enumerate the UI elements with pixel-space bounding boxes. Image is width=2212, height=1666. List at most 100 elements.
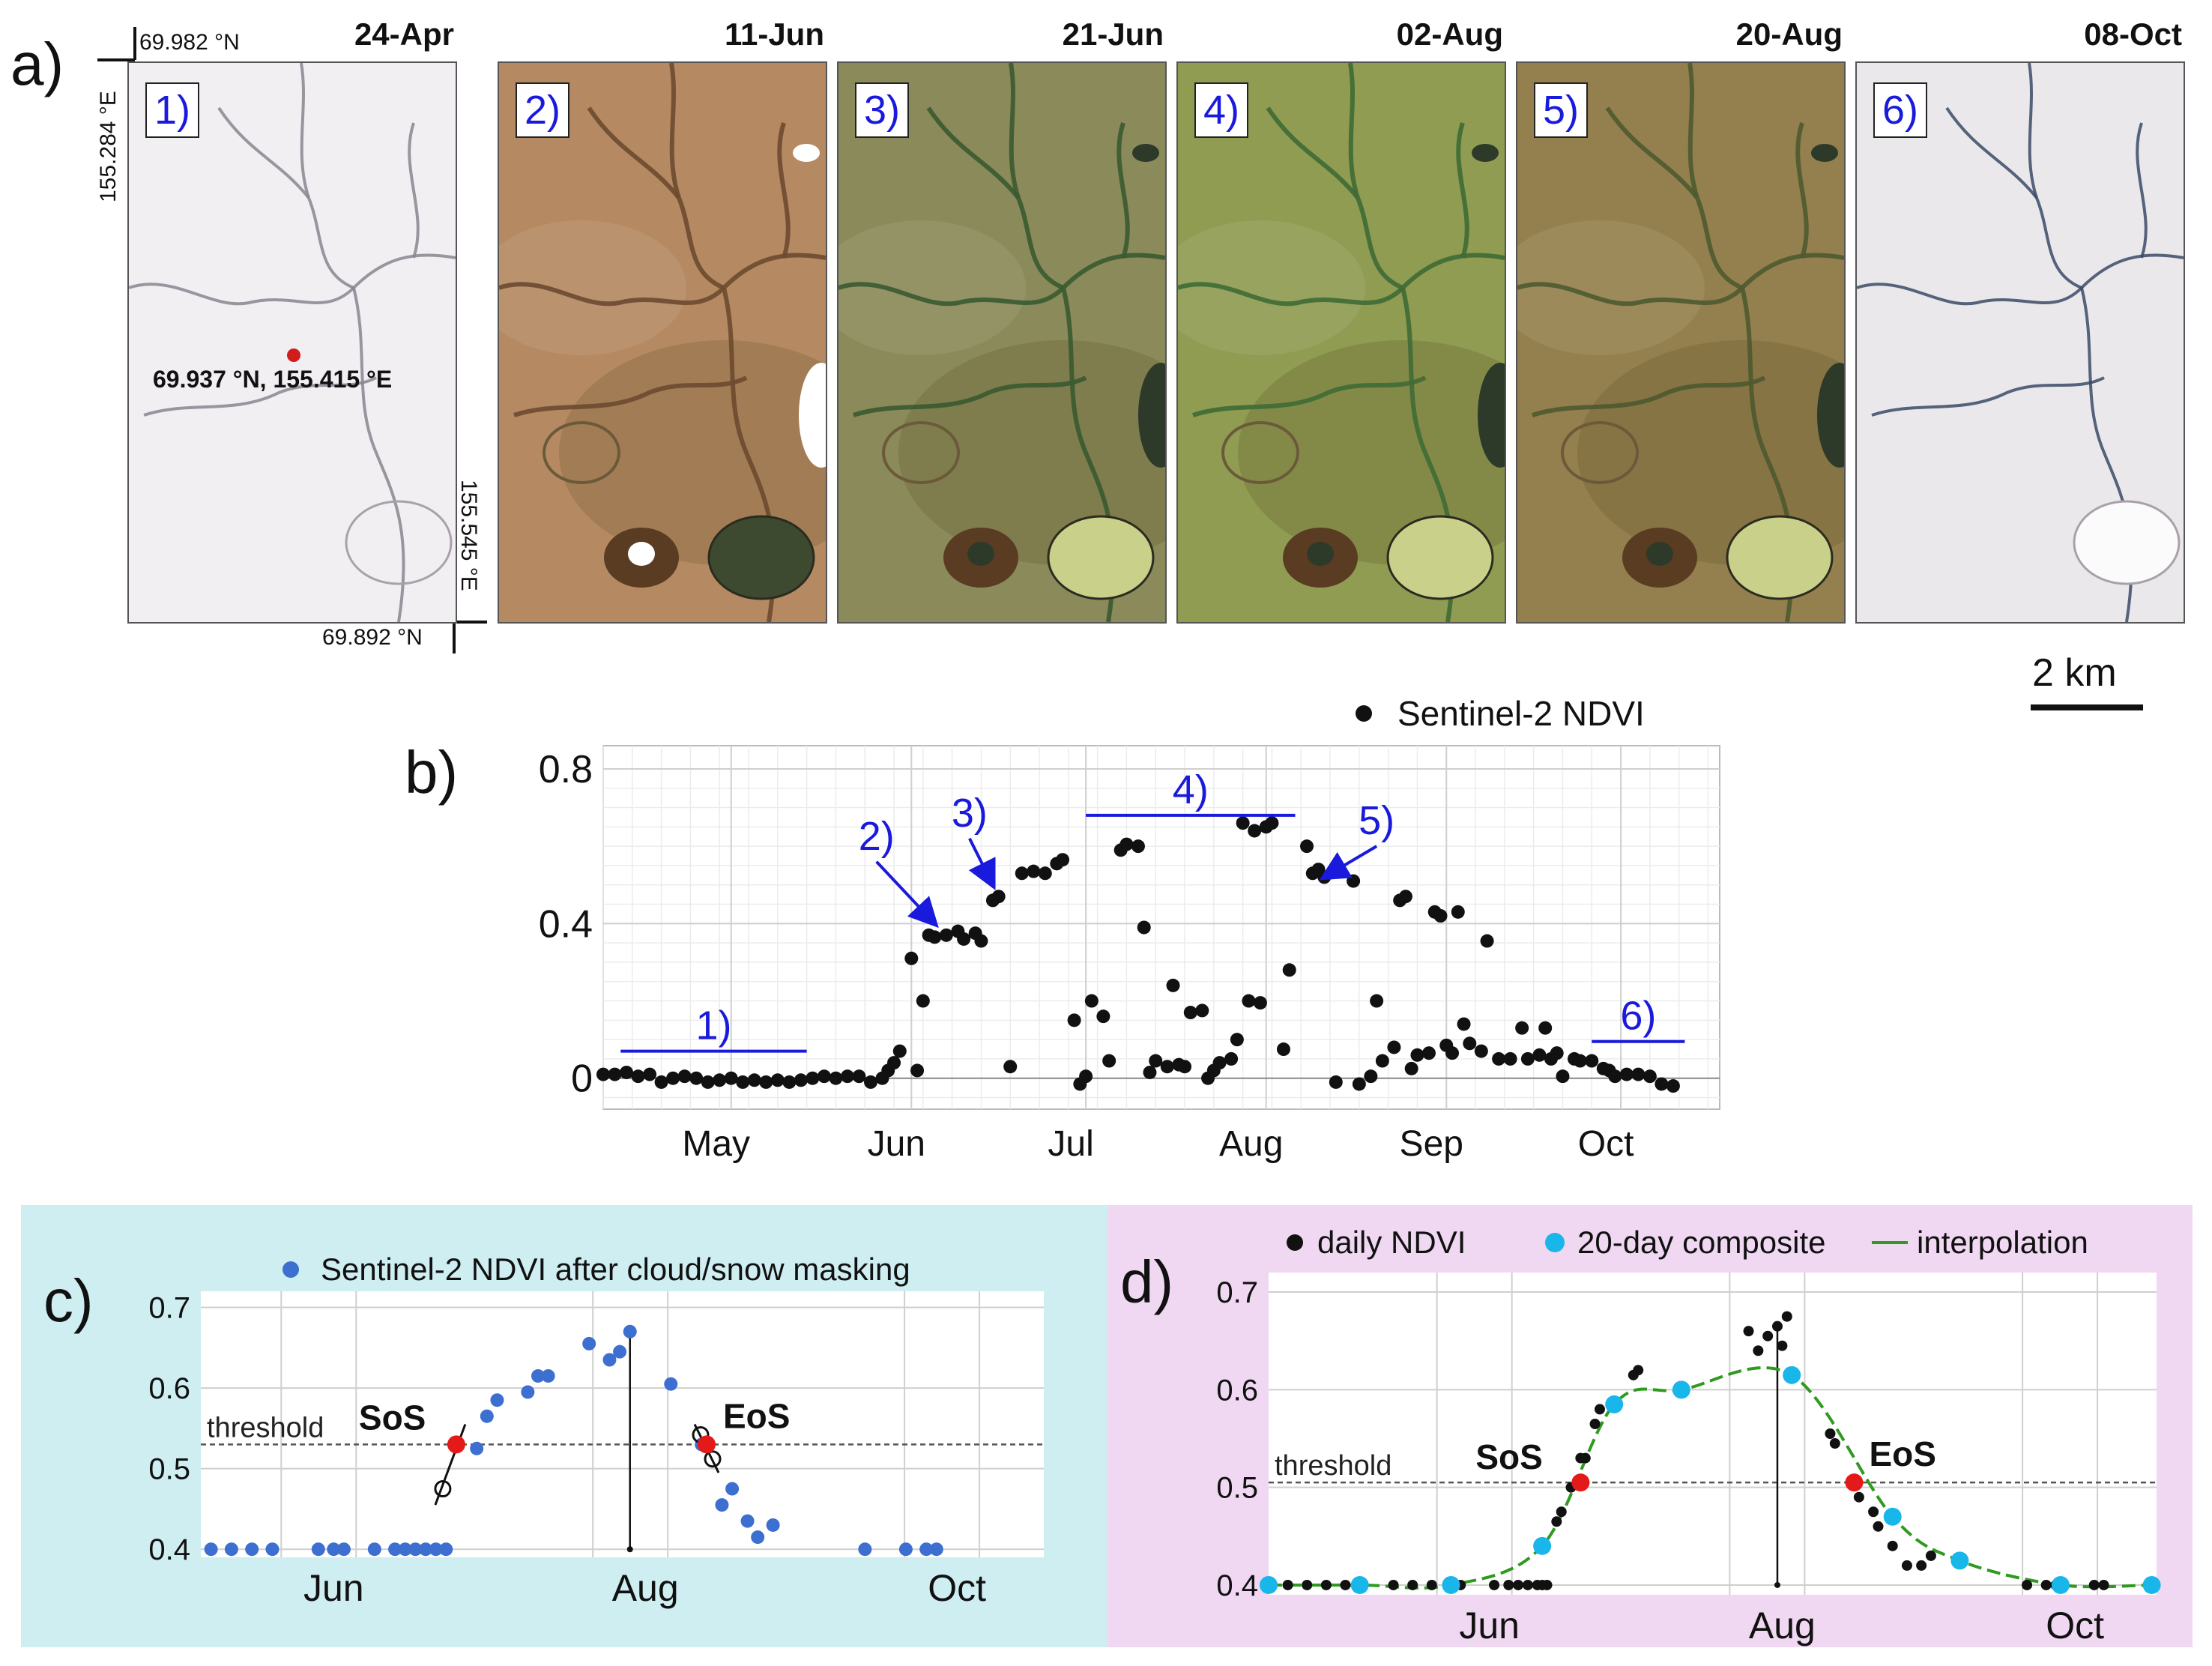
daily-ndvi-point xyxy=(1771,1321,1783,1332)
lake xyxy=(2073,500,2181,585)
daily-ndvi-point xyxy=(1503,1579,1514,1590)
ndvi-point xyxy=(747,1073,761,1087)
legend-marker xyxy=(282,1261,299,1278)
ndvi-point xyxy=(887,1056,901,1070)
ndvi-point xyxy=(1463,1036,1477,1051)
ndvi-point xyxy=(892,1044,907,1058)
daily-ndvi-point xyxy=(1522,1579,1533,1590)
y-tick-label: 0.8 xyxy=(539,748,593,791)
ndvi-point xyxy=(1149,1054,1163,1068)
daily-ndvi-point xyxy=(1541,1579,1553,1590)
daily-ndvi-point xyxy=(1829,1438,1840,1449)
masked-ndvi-point xyxy=(336,1542,351,1557)
y-tick-label: 0.4 xyxy=(148,1533,190,1566)
pond-rim xyxy=(1561,421,1639,484)
daily-ndvi-point xyxy=(1589,1418,1601,1429)
y-tick-label: 0.7 xyxy=(1216,1276,1258,1309)
daily-ndvi-point xyxy=(1580,1452,1591,1464)
drainage-channel xyxy=(2136,122,2148,259)
masked-ndvi-point xyxy=(613,1344,627,1359)
daily-ndvi-point xyxy=(1753,1345,1764,1356)
ndvi-point xyxy=(1550,1046,1564,1060)
x-tick-label: Jun xyxy=(303,1567,364,1609)
ndvi-point xyxy=(689,1071,704,1085)
masked-ndvi-point xyxy=(858,1542,872,1557)
masked-ndvi-point xyxy=(429,1542,443,1557)
panel-b-label: b) xyxy=(405,739,459,806)
terrain-patch xyxy=(1238,340,1505,565)
tile-landscape xyxy=(1517,63,1844,622)
masked-ndvi-point xyxy=(311,1542,325,1557)
drainage-channel xyxy=(143,376,377,417)
pond-rim xyxy=(1221,421,1299,484)
satellite-tile-4: 4) xyxy=(1176,61,1506,624)
sos-marker xyxy=(447,1435,465,1454)
lake xyxy=(1726,515,1834,600)
tile-landscape xyxy=(129,63,456,622)
tile-date-label: 24-Apr xyxy=(354,16,454,52)
masked-ndvi-point xyxy=(204,1542,218,1557)
masked-ndvi-point xyxy=(582,1336,596,1350)
ndvi-point xyxy=(1248,824,1262,838)
tile-landscape xyxy=(1178,63,1505,622)
ndvi-point xyxy=(1038,866,1052,881)
satellite-tile-2: 2) xyxy=(498,61,827,624)
ndvi-point xyxy=(724,1071,738,1085)
masked-ndvi-point xyxy=(408,1542,423,1557)
ndvi-point xyxy=(759,1075,773,1089)
ndvi-point xyxy=(654,1075,668,1089)
masked-ndvi-point xyxy=(766,1518,780,1532)
ndvi-point xyxy=(1143,1065,1157,1079)
composite-point xyxy=(1605,1395,1624,1413)
ndvi-point xyxy=(974,934,988,948)
tile-number-label: 2) xyxy=(516,82,570,138)
annotation-label: 1) xyxy=(695,1003,731,1048)
drainage-channel xyxy=(129,253,456,306)
x-tick-label: Oct xyxy=(1578,1124,1634,1164)
sos-label: SoS xyxy=(1475,1437,1542,1476)
legend-label: interpolation xyxy=(1917,1225,2088,1260)
daily-ndvi-point xyxy=(1925,1550,1936,1561)
legend-marker xyxy=(1287,1234,1303,1251)
composite-point xyxy=(1783,1365,1801,1384)
ndvi-point xyxy=(643,1067,657,1081)
ndvi-point xyxy=(1195,1003,1209,1018)
ndvi-point xyxy=(1532,1048,1547,1062)
tile-frame-ticks xyxy=(97,27,487,654)
pond-rim xyxy=(882,421,960,484)
ndvi-point xyxy=(1276,1042,1290,1057)
x-tick-label: May xyxy=(682,1124,750,1164)
panel-a: a) 69.982 °N 155.284 °E 155.545 °E 69.89… xyxy=(0,0,2212,719)
annotation-arrow xyxy=(1319,845,1378,881)
drainage-channel xyxy=(499,253,826,307)
daily-ndvi-point xyxy=(1407,1579,1418,1590)
x-tick-label: Aug xyxy=(1749,1605,1816,1647)
masked-ndvi-point xyxy=(602,1353,617,1367)
x-tick-label: Sep xyxy=(1400,1124,1463,1164)
ndvi-point xyxy=(840,1069,854,1084)
drainage-channel xyxy=(1605,106,1699,199)
peak-marker xyxy=(626,1546,633,1553)
annotation-label: 4) xyxy=(1173,767,1209,812)
x-tick-label: Oct xyxy=(2046,1605,2104,1647)
eos-marker xyxy=(1845,1473,1864,1492)
daily-ndvi-point xyxy=(1762,1330,1774,1341)
ndvi-point xyxy=(1027,864,1041,878)
daily-ndvi-point xyxy=(1901,1560,1912,1571)
ndvi-point xyxy=(1160,1060,1174,1074)
y-tick-label: 0 xyxy=(571,1057,593,1101)
ndvi-point xyxy=(1102,1054,1116,1068)
masked-ndvi-point xyxy=(480,1409,494,1423)
legend-label: 20-day composite xyxy=(1577,1225,1826,1260)
daily-ndvi-point xyxy=(2088,1579,2100,1590)
masked-ndvi-point xyxy=(327,1542,341,1557)
daily-ndvi-point xyxy=(1551,1516,1562,1527)
annotation-arrow xyxy=(968,837,996,890)
pond xyxy=(967,542,994,566)
daily-ndvi-point xyxy=(1513,1579,1524,1590)
annotation-arrow xyxy=(875,860,939,929)
masked-ndvi-point xyxy=(541,1368,555,1383)
sos-anchor-point xyxy=(434,1480,452,1498)
x-tick-label: Jun xyxy=(1459,1605,1520,1647)
x-tick-label: Aug xyxy=(1219,1124,1283,1164)
